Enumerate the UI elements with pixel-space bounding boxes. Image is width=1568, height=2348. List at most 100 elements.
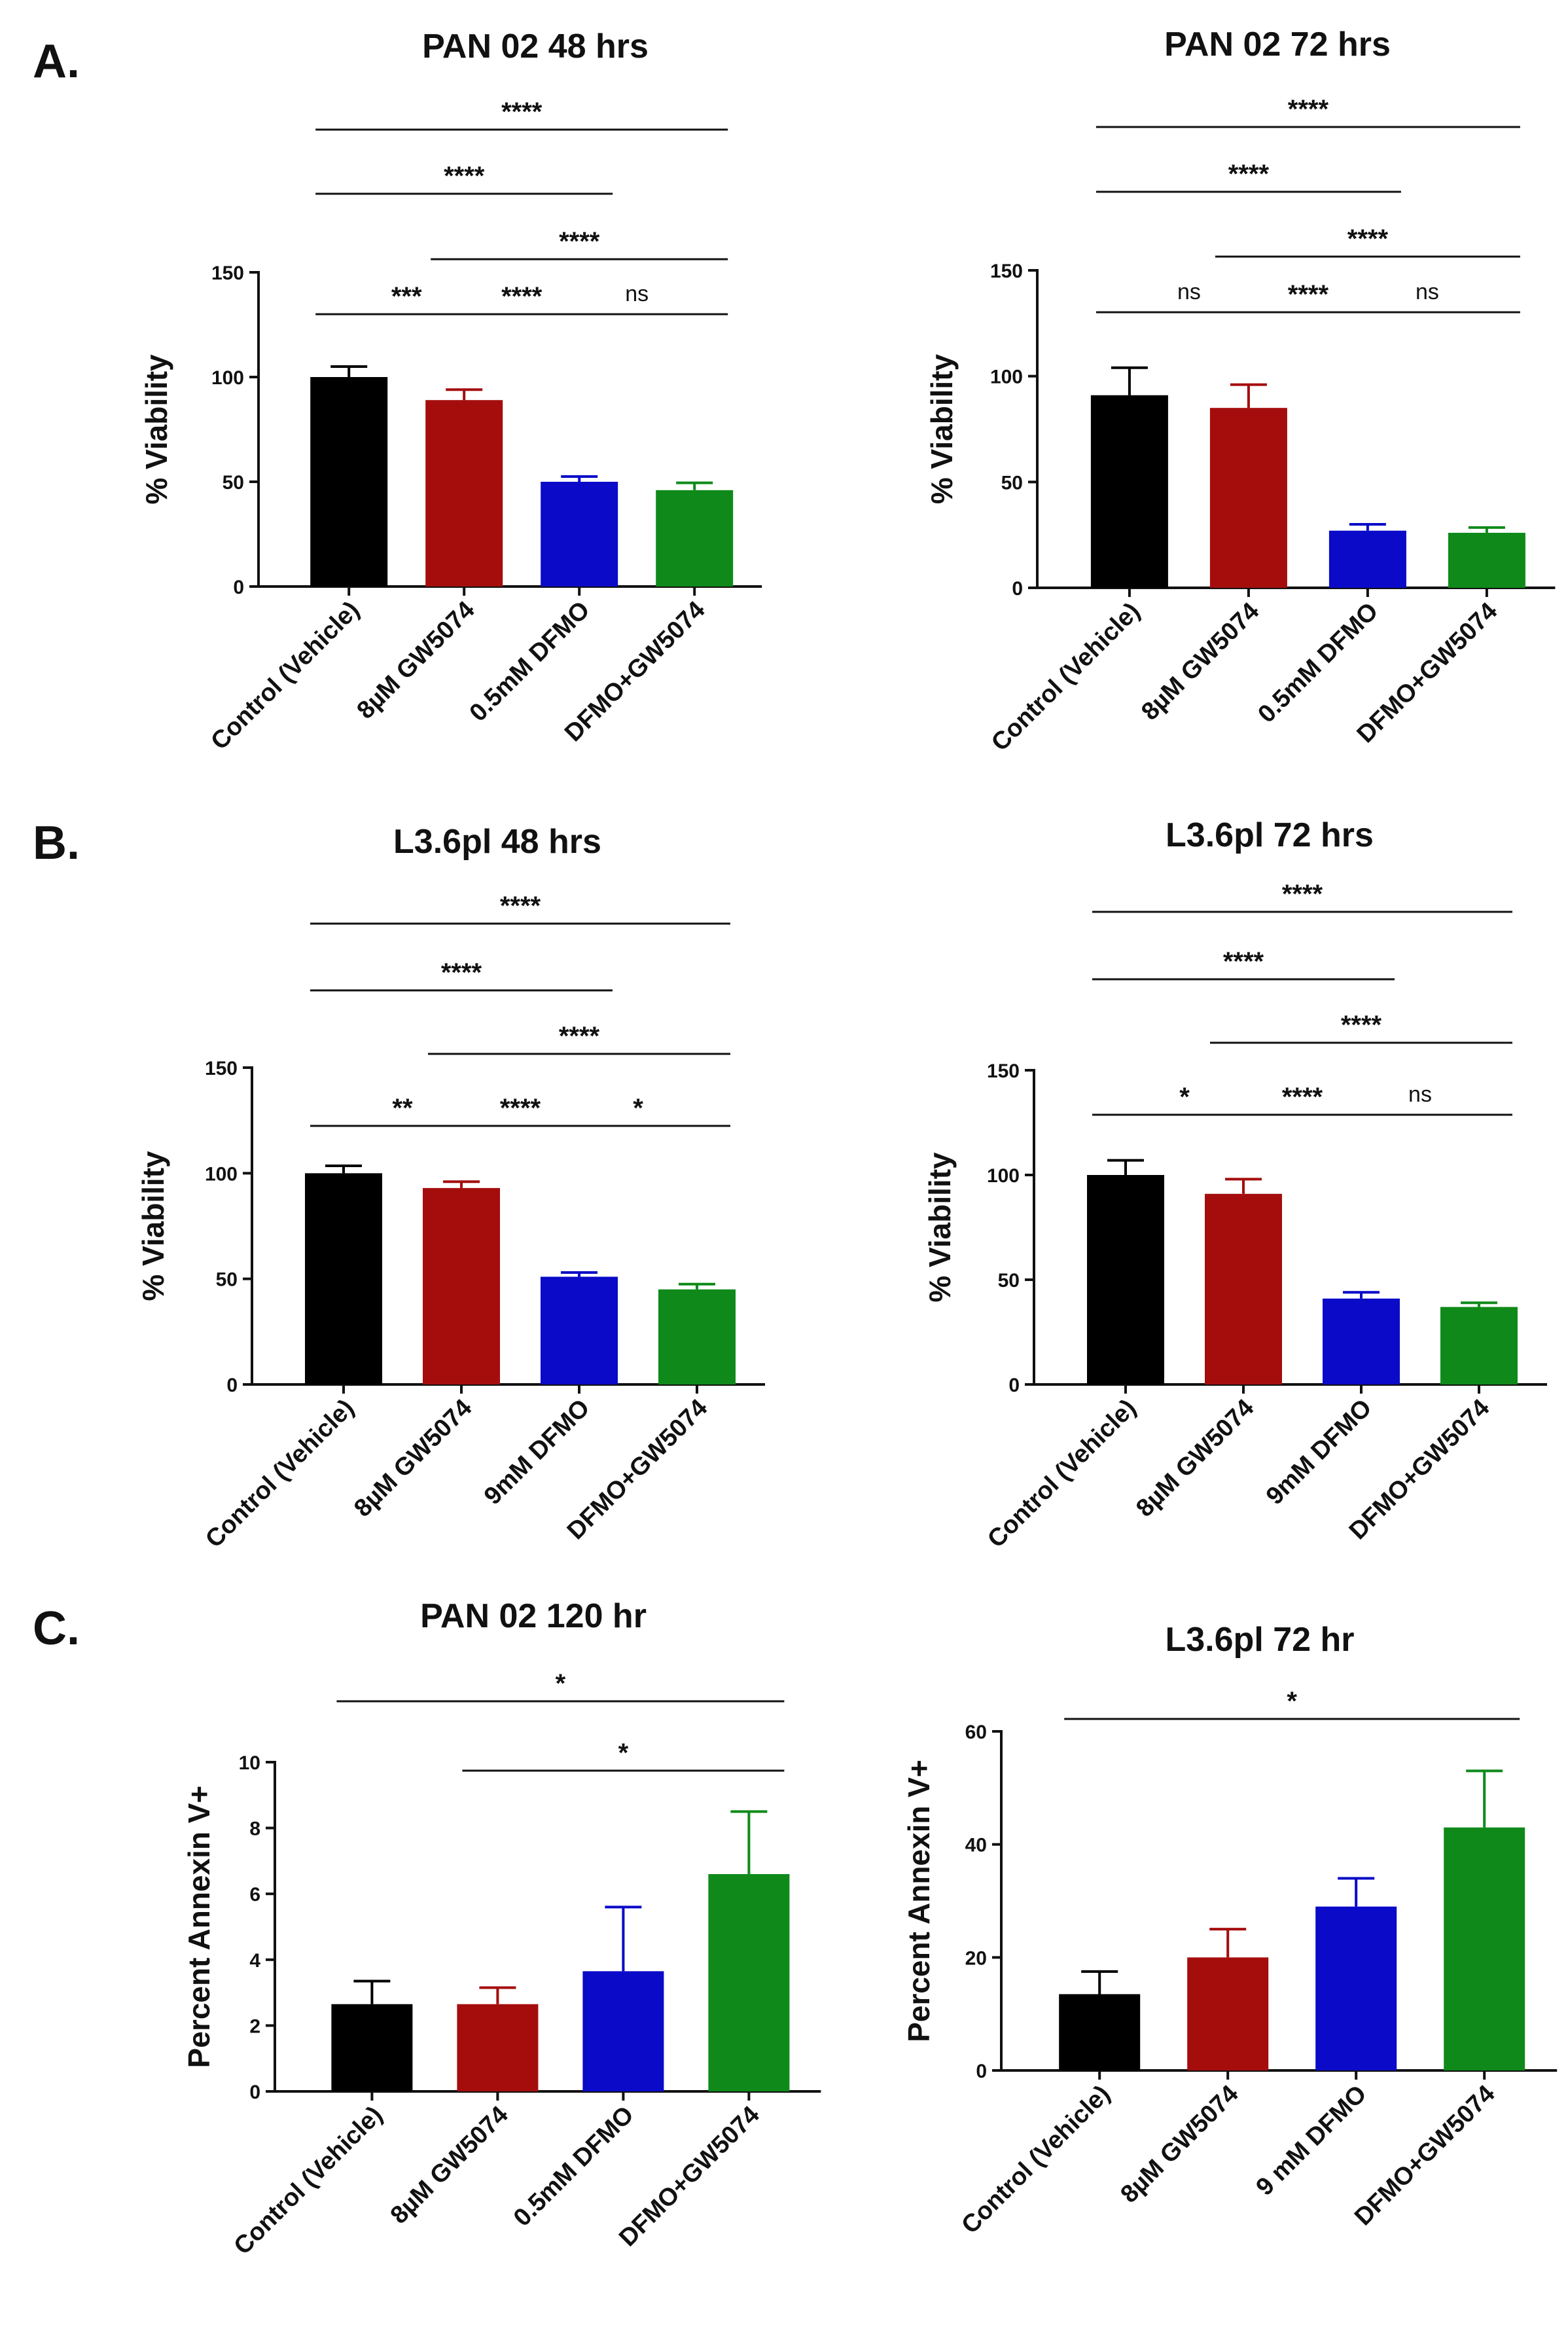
significance-label: * [618, 1739, 629, 1767]
y-tick-label: 20 [965, 1947, 987, 1969]
y-tick-label: 50 [223, 472, 244, 494]
significance-label: **** [1282, 880, 1323, 909]
significance-label: **** [444, 162, 485, 190]
category-label: 8µM GW5074 [352, 596, 480, 725]
category-label: 0.5mM DFMO [1253, 598, 1383, 729]
significance-label: **** [1228, 160, 1270, 189]
significance-label: **** [501, 98, 543, 126]
y-axis-label: Percent Annexin V+ [182, 1786, 216, 2068]
bar [1090, 395, 1168, 588]
bar [1315, 1906, 1397, 2070]
significance-label: * [556, 1669, 566, 1698]
y-tick-label: 100 [987, 1165, 1020, 1187]
chart-title: PAN 02 48 hrs [422, 27, 649, 65]
bar [1209, 408, 1287, 588]
y-tick-label: 150 [987, 1060, 1020, 1082]
y-axis-label: % Viability [136, 1151, 170, 1301]
category-label: Control (Vehicle) [982, 1394, 1141, 1553]
category-label: 9mM DFMO [479, 1394, 595, 1510]
bar [331, 2004, 413, 2091]
significance-label: **** [1341, 1011, 1382, 1039]
chart-title: L3.6pl 48 hrs [393, 823, 601, 861]
y-tick-label: 50 [1001, 472, 1023, 494]
significance-label: ns [1177, 280, 1201, 304]
y-tick-label: 150 [205, 1058, 238, 1079]
significance-label: **** [1223, 947, 1264, 976]
chart-title: L3.6pl 72 hrs [1166, 816, 1374, 854]
significance-label: **** [1288, 280, 1329, 309]
significance-label: **** [559, 1022, 600, 1051]
bar [1440, 1307, 1518, 1384]
significance-label: **** [500, 892, 541, 920]
bar [541, 1276, 618, 1384]
category-label: 0.5mM DFMO [465, 596, 596, 727]
significance-label: *** [391, 282, 422, 311]
significance-label: **** [500, 1094, 541, 1123]
bar [457, 2004, 539, 2091]
y-tick-label: 100 [205, 1163, 238, 1185]
chart-2: L3.6pl 48 hrs 0 50 100 150 % Viability Control… [136, 823, 765, 1553]
chart-title: PAN 02 120 hr [420, 1597, 647, 1635]
bar [423, 1187, 500, 1384]
bar [1444, 1827, 1525, 2070]
y-axis-label: % Viability [139, 354, 173, 505]
y-tick-label: 60 [965, 1722, 987, 1743]
y-tick-label: 4 [249, 1950, 260, 1972]
y-tick-label: 50 [998, 1270, 1020, 1291]
bar [1205, 1193, 1282, 1384]
category-label: Control (Vehicle) [229, 2101, 388, 2260]
y-tick-label: 100 [990, 367, 1023, 388]
y-axis-label: % Viability [923, 1152, 957, 1303]
y-axis-label: Percent Annexin V+ [902, 1760, 936, 2042]
bar [1187, 1957, 1269, 2070]
chart-4: PAN 02 120 hr 0 2 4 6 8 10 Percent Annexin V+ Co… [182, 1597, 821, 2260]
category-label: 8µM GW5074 [385, 2101, 514, 2230]
bar [1328, 530, 1406, 588]
category-label: Control (Vehicle) [956, 2080, 1115, 2239]
bar [310, 377, 388, 587]
chart-3: L3.6pl 72 hrs 0 50 100 150 % Viability Control… [923, 816, 1547, 1553]
significance-label: **** [501, 282, 543, 311]
y-tick-label: 0 [233, 577, 244, 598]
significance-label: **** [559, 227, 600, 256]
y-tick-label: 0 [1012, 578, 1023, 600]
y-tick-label: 0 [226, 1375, 238, 1396]
bar [425, 400, 503, 587]
y-tick-label: 10 [239, 1752, 260, 1774]
category-label: Control (Vehicle) [205, 596, 365, 755]
significance-label: **** [1282, 1083, 1323, 1111]
section-label-a: A. [33, 35, 80, 88]
bar [541, 482, 618, 587]
bar [305, 1173, 382, 1384]
bar [656, 490, 734, 587]
category-label: 9 mM DFMO [1251, 2080, 1372, 2201]
chart-0: PAN 02 48 hrs 0 50 100 150 % Viability Control… [139, 27, 762, 755]
significance-label: ns [625, 281, 649, 306]
y-tick-label: 40 [965, 1835, 987, 1856]
y-axis-label: % Viability [925, 353, 959, 504]
y-tick-label: 0 [976, 2061, 987, 2082]
y-tick-label: 150 [211, 262, 244, 284]
bar [1087, 1175, 1164, 1384]
y-tick-label: 100 [211, 367, 244, 389]
y-tick-label: 150 [990, 261, 1023, 282]
category-label: Control (Vehicle) [200, 1394, 359, 1553]
category-label: 8µM GW5074 [1131, 1394, 1259, 1523]
significance-label: **** [441, 958, 482, 987]
y-tick-label: 0 [249, 2082, 260, 2103]
significance-label: * [1287, 1687, 1297, 1716]
section-label-c: C. [33, 1602, 80, 1655]
chart-1: PAN 02 72 hrs 0 50 100 150 % Viability Control… [925, 26, 1556, 757]
category-label: DFMO+GW5074 [1349, 2080, 1501, 2231]
significance-label: ns [1416, 280, 1439, 304]
bar [582, 1971, 664, 2091]
category-label: DFMO+GW5074 [614, 2101, 765, 2252]
category-label: 8µM GW5074 [349, 1394, 477, 1523]
chart-title: L3.6pl 72 hr [1166, 1621, 1355, 1659]
category-label: 9mM DFMO [1261, 1394, 1377, 1510]
significance-label: ns [1408, 1082, 1432, 1107]
bar [1323, 1298, 1400, 1384]
significance-label: **** [1347, 225, 1389, 253]
